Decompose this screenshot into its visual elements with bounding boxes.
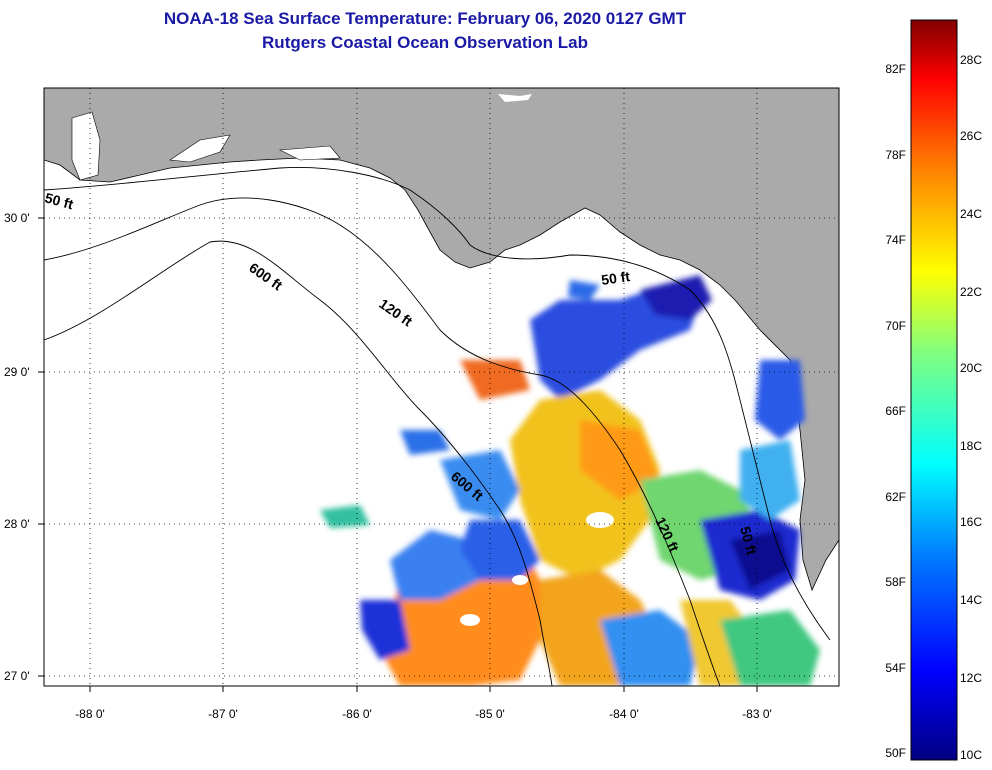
choctawhatchee-bay [278,145,341,161]
lat-label-30: 30 0' [4,211,30,225]
cb-f-62: 62F [885,490,906,504]
cloud-mask [460,318,738,626]
sst-data-layer [320,275,820,686]
lat-label-28: 28 0' [4,517,30,531]
cb-f-66: 66F [885,404,906,418]
cb-f-78: 78F [885,148,906,162]
lat-label-27: 27 0' [4,669,30,683]
cb-c-28: 28C [960,53,982,67]
cb-c-18: 18C [960,439,982,453]
depth-contours [44,167,831,686]
cb-c-14: 14C [960,593,982,607]
colorbar [910,19,958,761]
mobile-bay [71,111,101,181]
lon-label-84: -84 0' [609,707,639,721]
cb-c-26: 26C [960,129,982,143]
contour-label-50ft-west: 50 ft [43,189,75,212]
cb-c-10: 10C [960,748,982,762]
lat-label-29: 29 0' [4,365,30,379]
lon-label-83: -83 0' [742,707,772,721]
cb-c-16: 16C [960,515,982,529]
cb-c-12: 12C [960,671,982,685]
map-title: NOAA-18 Sea Surface Temperature: Februar… [163,9,687,28]
cb-f-50: 50F [885,746,906,760]
pensacola-bay [169,134,231,163]
lon-label-87: -87 0' [208,707,238,721]
contour-label-50ft-bigbend: 50 ft [600,268,631,288]
cb-c-22: 22C [960,285,982,299]
land-mass [44,88,839,592]
inland-lake [498,94,532,102]
cb-f-82: 82F [885,62,906,76]
cb-f-54: 54F [885,661,906,675]
cb-f-70: 70F [885,319,906,333]
lon-label-86: -86 0' [342,707,372,721]
map-frame [43,87,840,687]
cb-c-24: 24C [960,207,982,221]
map-subtitle: Rutgers Coastal Ocean Observation Lab [262,33,588,52]
cb-f-74: 74F [885,233,906,247]
contour-label-50ft-east: 50 ft [737,525,760,557]
cb-c-20: 20C [960,361,982,375]
lon-label-88: -88 0' [75,707,105,721]
cb-f-58: 58F [885,575,906,589]
lon-label-85: -85 0' [475,707,505,721]
